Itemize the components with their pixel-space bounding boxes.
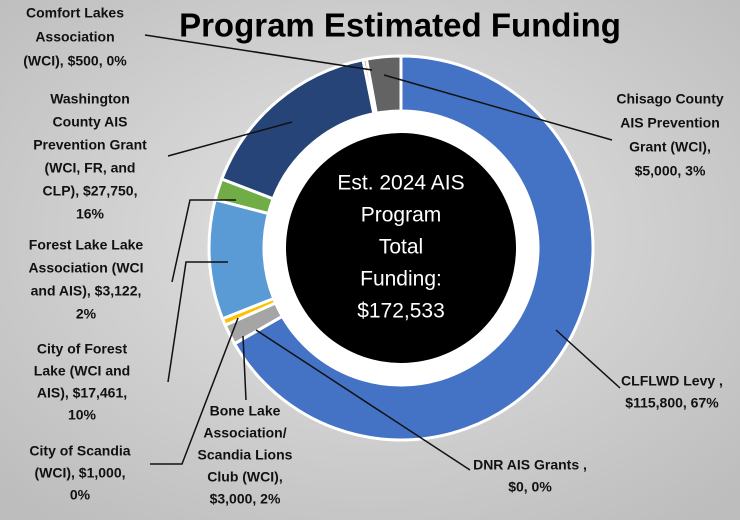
data-label: 16% bbox=[76, 206, 105, 222]
data-label: DNR AIS Grants , bbox=[473, 457, 587, 473]
data-label: City of Scandia bbox=[29, 443, 130, 459]
data-label: (WCI, FR, and bbox=[45, 160, 136, 176]
data-label: $0, 0% bbox=[508, 479, 552, 495]
data-label: Chisago County bbox=[616, 91, 724, 107]
leader-line bbox=[242, 335, 247, 401]
data-label: (WCI), $1,000, bbox=[34, 465, 125, 481]
data-label: $115,800, 67% bbox=[625, 395, 719, 411]
center-disc bbox=[286, 133, 516, 363]
leader-line bbox=[171, 199, 236, 283]
data-label: (WCI), $500, 0% bbox=[23, 53, 127, 69]
data-label: Scandia Lions bbox=[198, 447, 293, 463]
data-label: CLP), $27,750, bbox=[43, 183, 138, 199]
leader-line bbox=[167, 261, 228, 383]
center-text: Est. 2024 AIS bbox=[337, 172, 464, 195]
center-text: Total bbox=[379, 236, 423, 259]
leader-line bbox=[383, 74, 613, 141]
center-text: Funding: bbox=[360, 268, 442, 291]
data-label: 0% bbox=[70, 487, 91, 503]
data-label: and AIS), $3,122, bbox=[31, 283, 142, 299]
data-label: Forest Lake Lake bbox=[29, 237, 144, 253]
leader-line bbox=[167, 121, 293, 157]
data-label: City of Forest bbox=[37, 341, 128, 357]
data-label: County AIS bbox=[53, 114, 128, 130]
data-label: CLFLWD Levy , bbox=[621, 373, 723, 389]
center-text: Program bbox=[361, 204, 442, 227]
data-label: Washington bbox=[50, 91, 130, 107]
data-label: AIS), $17,461, bbox=[37, 385, 127, 401]
data-label: Comfort Lakes bbox=[26, 5, 124, 21]
data-label: Lake (WCI and bbox=[34, 363, 130, 379]
data-label: Prevention Grant bbox=[33, 137, 147, 153]
chart-title: Program Estimated Funding bbox=[179, 7, 621, 44]
data-label: AIS Prevention bbox=[620, 115, 720, 131]
data-label: Association/ bbox=[203, 425, 286, 441]
data-label: Association (WCI bbox=[28, 260, 143, 276]
data-label: Association bbox=[35, 29, 114, 45]
center-text: $172,533 bbox=[357, 300, 445, 323]
donut-segment bbox=[207, 197, 276, 321]
leader-line bbox=[150, 317, 239, 465]
data-label: $5,000, 3% bbox=[635, 163, 706, 179]
data-label: Bone Lake bbox=[210, 403, 281, 419]
leader-line bbox=[144, 34, 373, 71]
data-label: $3,000, 2% bbox=[210, 491, 281, 507]
data-label: 10% bbox=[68, 407, 97, 423]
data-label: 2% bbox=[76, 306, 97, 322]
data-label: Grant (WCI), bbox=[629, 139, 711, 155]
leader-line bbox=[555, 329, 621, 389]
leader-line bbox=[255, 329, 471, 471]
data-label: Club (WCI), bbox=[207, 469, 282, 485]
